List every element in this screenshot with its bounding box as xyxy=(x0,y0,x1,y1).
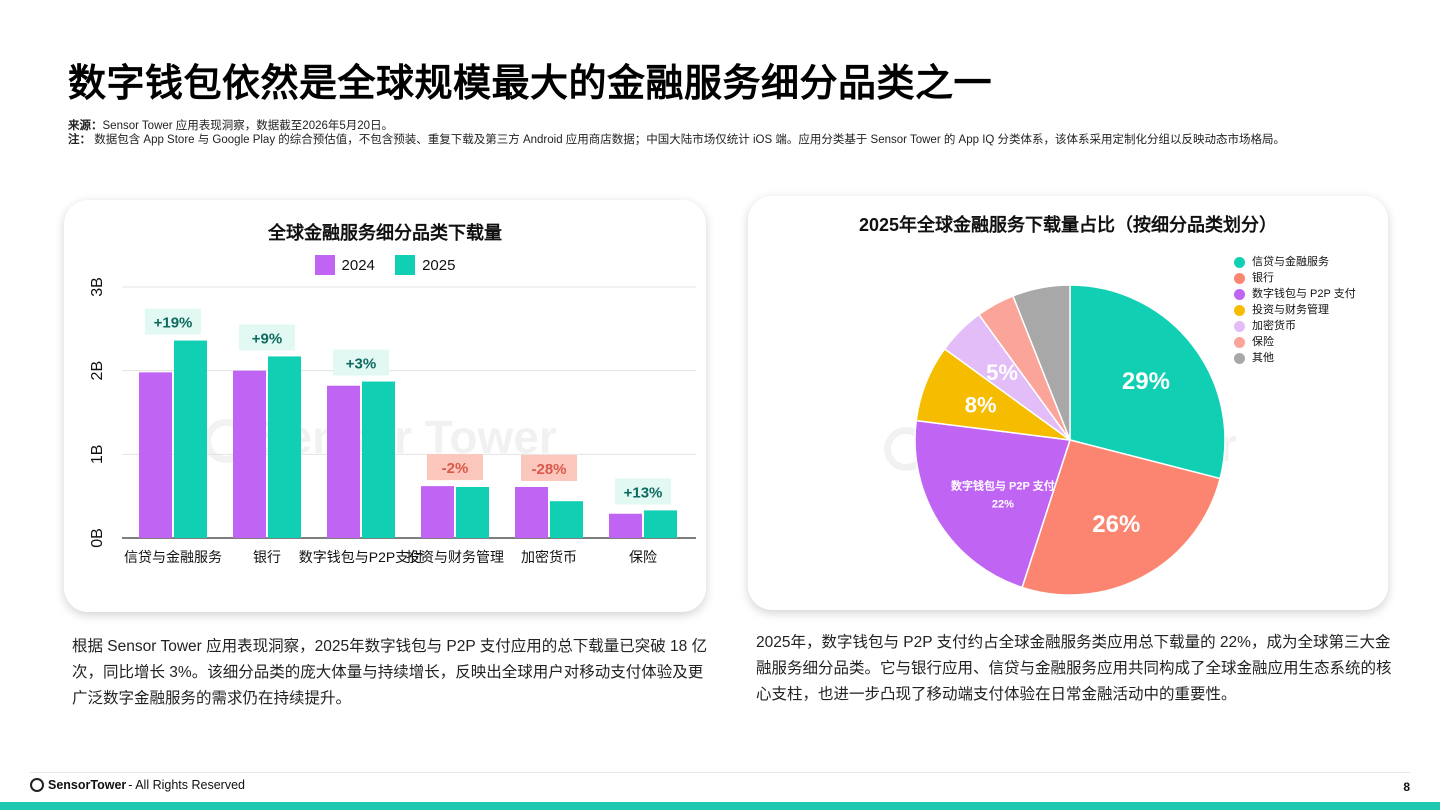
pie-slice-label: 26% xyxy=(1092,511,1140,538)
x-tick-label: 信贷与金融服务 xyxy=(124,549,222,565)
pie-slice-label: 29% xyxy=(1122,368,1170,395)
page-number: 8 xyxy=(1403,780,1410,794)
bar-chart-card: Sensor Tower 全球金融服务细分品类下载量 2024 2025 0B 1… xyxy=(64,200,706,612)
pie-legend-label: 保险 xyxy=(1252,336,1274,348)
bar-2024 xyxy=(609,513,642,538)
pie-chart-plot: 29% 26% 数字钱包与 P2P 支付 22% 8% 5% xyxy=(914,284,1226,596)
bar-chart-plot: 0B 1B 2B 3B +19% 信贷与金融服务 +9% 银行 +3% 数字钱包与P2P支付 -2%… xyxy=(89,277,696,565)
page-title: 数字钱包依然是全球规模最大的金融服务细分品类之一 xyxy=(68,63,993,105)
pie-slice xyxy=(1069,284,1226,480)
legend-swatch-2024 xyxy=(314,255,335,275)
growth-label-box xyxy=(145,308,201,335)
pie-legend-swatch xyxy=(1234,272,1245,284)
source-notes: 来源：Sensor Tower 应用表现洞察，数据截至2026年5月20日。 注… xyxy=(68,119,1318,147)
pie-chart-card: Sensor Tower 2025年全球金融服务下载量占比（按细分品类划分） 2… xyxy=(748,196,1388,610)
pie-legend-swatch xyxy=(1234,256,1245,268)
pie-legend-item: 银行 xyxy=(1234,270,1356,286)
x-tick-label: 加密货币 xyxy=(521,549,577,565)
x-tick-label: 保险 xyxy=(629,549,657,565)
growth-label-box xyxy=(239,324,295,351)
growth-label: +3% xyxy=(346,356,376,373)
x-tick-label: 银行 xyxy=(253,549,281,565)
source-label: 来源： xyxy=(68,120,103,132)
pie-legend-swatch xyxy=(1234,320,1245,332)
bar-chart-legend: 2024 2025 xyxy=(64,255,706,279)
bottom-accent-strip xyxy=(0,802,1440,810)
y-tick-label: 3B xyxy=(89,277,106,297)
y-tick-label: 2B xyxy=(89,361,106,381)
pie-slice xyxy=(1021,439,1222,596)
bar-2024 xyxy=(421,486,454,538)
growth-label: -28% xyxy=(531,461,566,478)
pie-slice xyxy=(914,419,1071,589)
sensor-tower-logo-icon xyxy=(30,778,44,792)
right-paragraph: 2025年，数字钱包与 P2P 支付约占全球金融服务类应用总下载量的 22%，成… xyxy=(756,634,1392,703)
growth-label-box xyxy=(427,454,483,481)
pie-legend-swatch xyxy=(1234,352,1245,364)
pie-slice-label: 22% xyxy=(992,498,1014,510)
bar-2024 xyxy=(515,486,548,538)
bar-2025 xyxy=(456,486,489,538)
pie-legend-label: 加密货币 xyxy=(1252,320,1296,332)
pie-slice-name: 数字钱包与 P2P 支付 xyxy=(951,478,1055,492)
pie-legend-item: 投资与财务管理 xyxy=(1234,302,1356,318)
growth-label: +13% xyxy=(624,484,663,501)
growth-label: +9% xyxy=(252,330,282,347)
note-label: 注： xyxy=(68,134,91,146)
bar-2025 xyxy=(268,356,301,538)
footer-divider xyxy=(30,772,1410,773)
pie-legend-label: 其他 xyxy=(1252,352,1274,364)
pie-legend-label: 银行 xyxy=(1252,272,1274,284)
bar-2025 xyxy=(174,340,207,538)
bar-2024 xyxy=(139,372,172,538)
bar-chart-title: 全球金融服务细分品类下载量 xyxy=(268,223,502,243)
footer: SensorTower - All Rights Reserved xyxy=(30,778,245,792)
pie-legend-item: 其他 xyxy=(1234,350,1356,366)
y-tick-label: 1B xyxy=(89,445,106,465)
x-tick-label: 数字钱包与P2P支付 xyxy=(299,549,423,565)
pie-legend-swatch xyxy=(1234,304,1245,316)
bar-2025 xyxy=(550,501,583,538)
pie-legend-item: 数字钱包与 P2P 支付 xyxy=(1234,286,1356,302)
note-text: 数据包含 App Store 与 Google Play 的综合预估值，不包含预… xyxy=(94,134,1286,146)
bar-2025 xyxy=(644,510,677,538)
pie-legend-label: 投资与财务管理 xyxy=(1252,304,1329,316)
source-text: Sensor Tower 应用表现洞察，数据截至2026年5月20日。 xyxy=(102,120,394,132)
pie-slice-label: 8% xyxy=(965,393,997,418)
growth-label: +19% xyxy=(154,315,193,332)
growth-label: -2% xyxy=(442,460,469,477)
bar-2024 xyxy=(327,385,360,538)
left-paragraph: 根据 Sensor Tower 应用表现洞察，2025年数字钱包与 P2P 支付… xyxy=(72,638,708,707)
growth-label-box xyxy=(333,349,389,376)
legend-item-2025: 2025 xyxy=(395,255,455,275)
pie-legend-item: 加密货币 xyxy=(1234,318,1356,334)
pie-legend-label: 信贷与金融服务 xyxy=(1252,256,1329,268)
y-tick-label: 0B xyxy=(89,528,106,548)
footer-brand: SensorTower xyxy=(48,778,127,792)
pie-legend-swatch xyxy=(1234,336,1245,348)
pie-chart-title: 2025年全球金融服务下载量占比（按细分品类划分） xyxy=(858,215,1278,235)
bar-2025 xyxy=(362,381,395,538)
pie-chart-legend: 信贷与金融服务 银行数字钱包与 P2P 支付 投资与财务管理 加密货币保险其他 xyxy=(1234,254,1356,366)
pie-legend-item: 信贷与金融服务 xyxy=(1234,254,1356,270)
pie-legend-label: 数字钱包与 P2P 支付 xyxy=(1252,288,1356,300)
growth-label-box xyxy=(521,454,577,481)
bar-2024 xyxy=(233,370,266,538)
x-tick-label: 投资与财务管理 xyxy=(406,549,504,565)
pie-legend-swatch xyxy=(1234,288,1245,300)
footer-rights: - All Rights Reserved xyxy=(128,778,245,792)
pie-legend-item: 保险 xyxy=(1234,334,1356,350)
pie-slice-label: 5% xyxy=(986,360,1018,385)
pie-slice xyxy=(1011,284,1071,441)
legend-label-2024: 2024 xyxy=(341,256,375,274)
growth-label-box xyxy=(615,478,671,505)
legend-item-2024: 2024 xyxy=(314,255,375,275)
legend-swatch-2025 xyxy=(395,255,416,275)
legend-label-2025: 2025 xyxy=(422,256,456,274)
